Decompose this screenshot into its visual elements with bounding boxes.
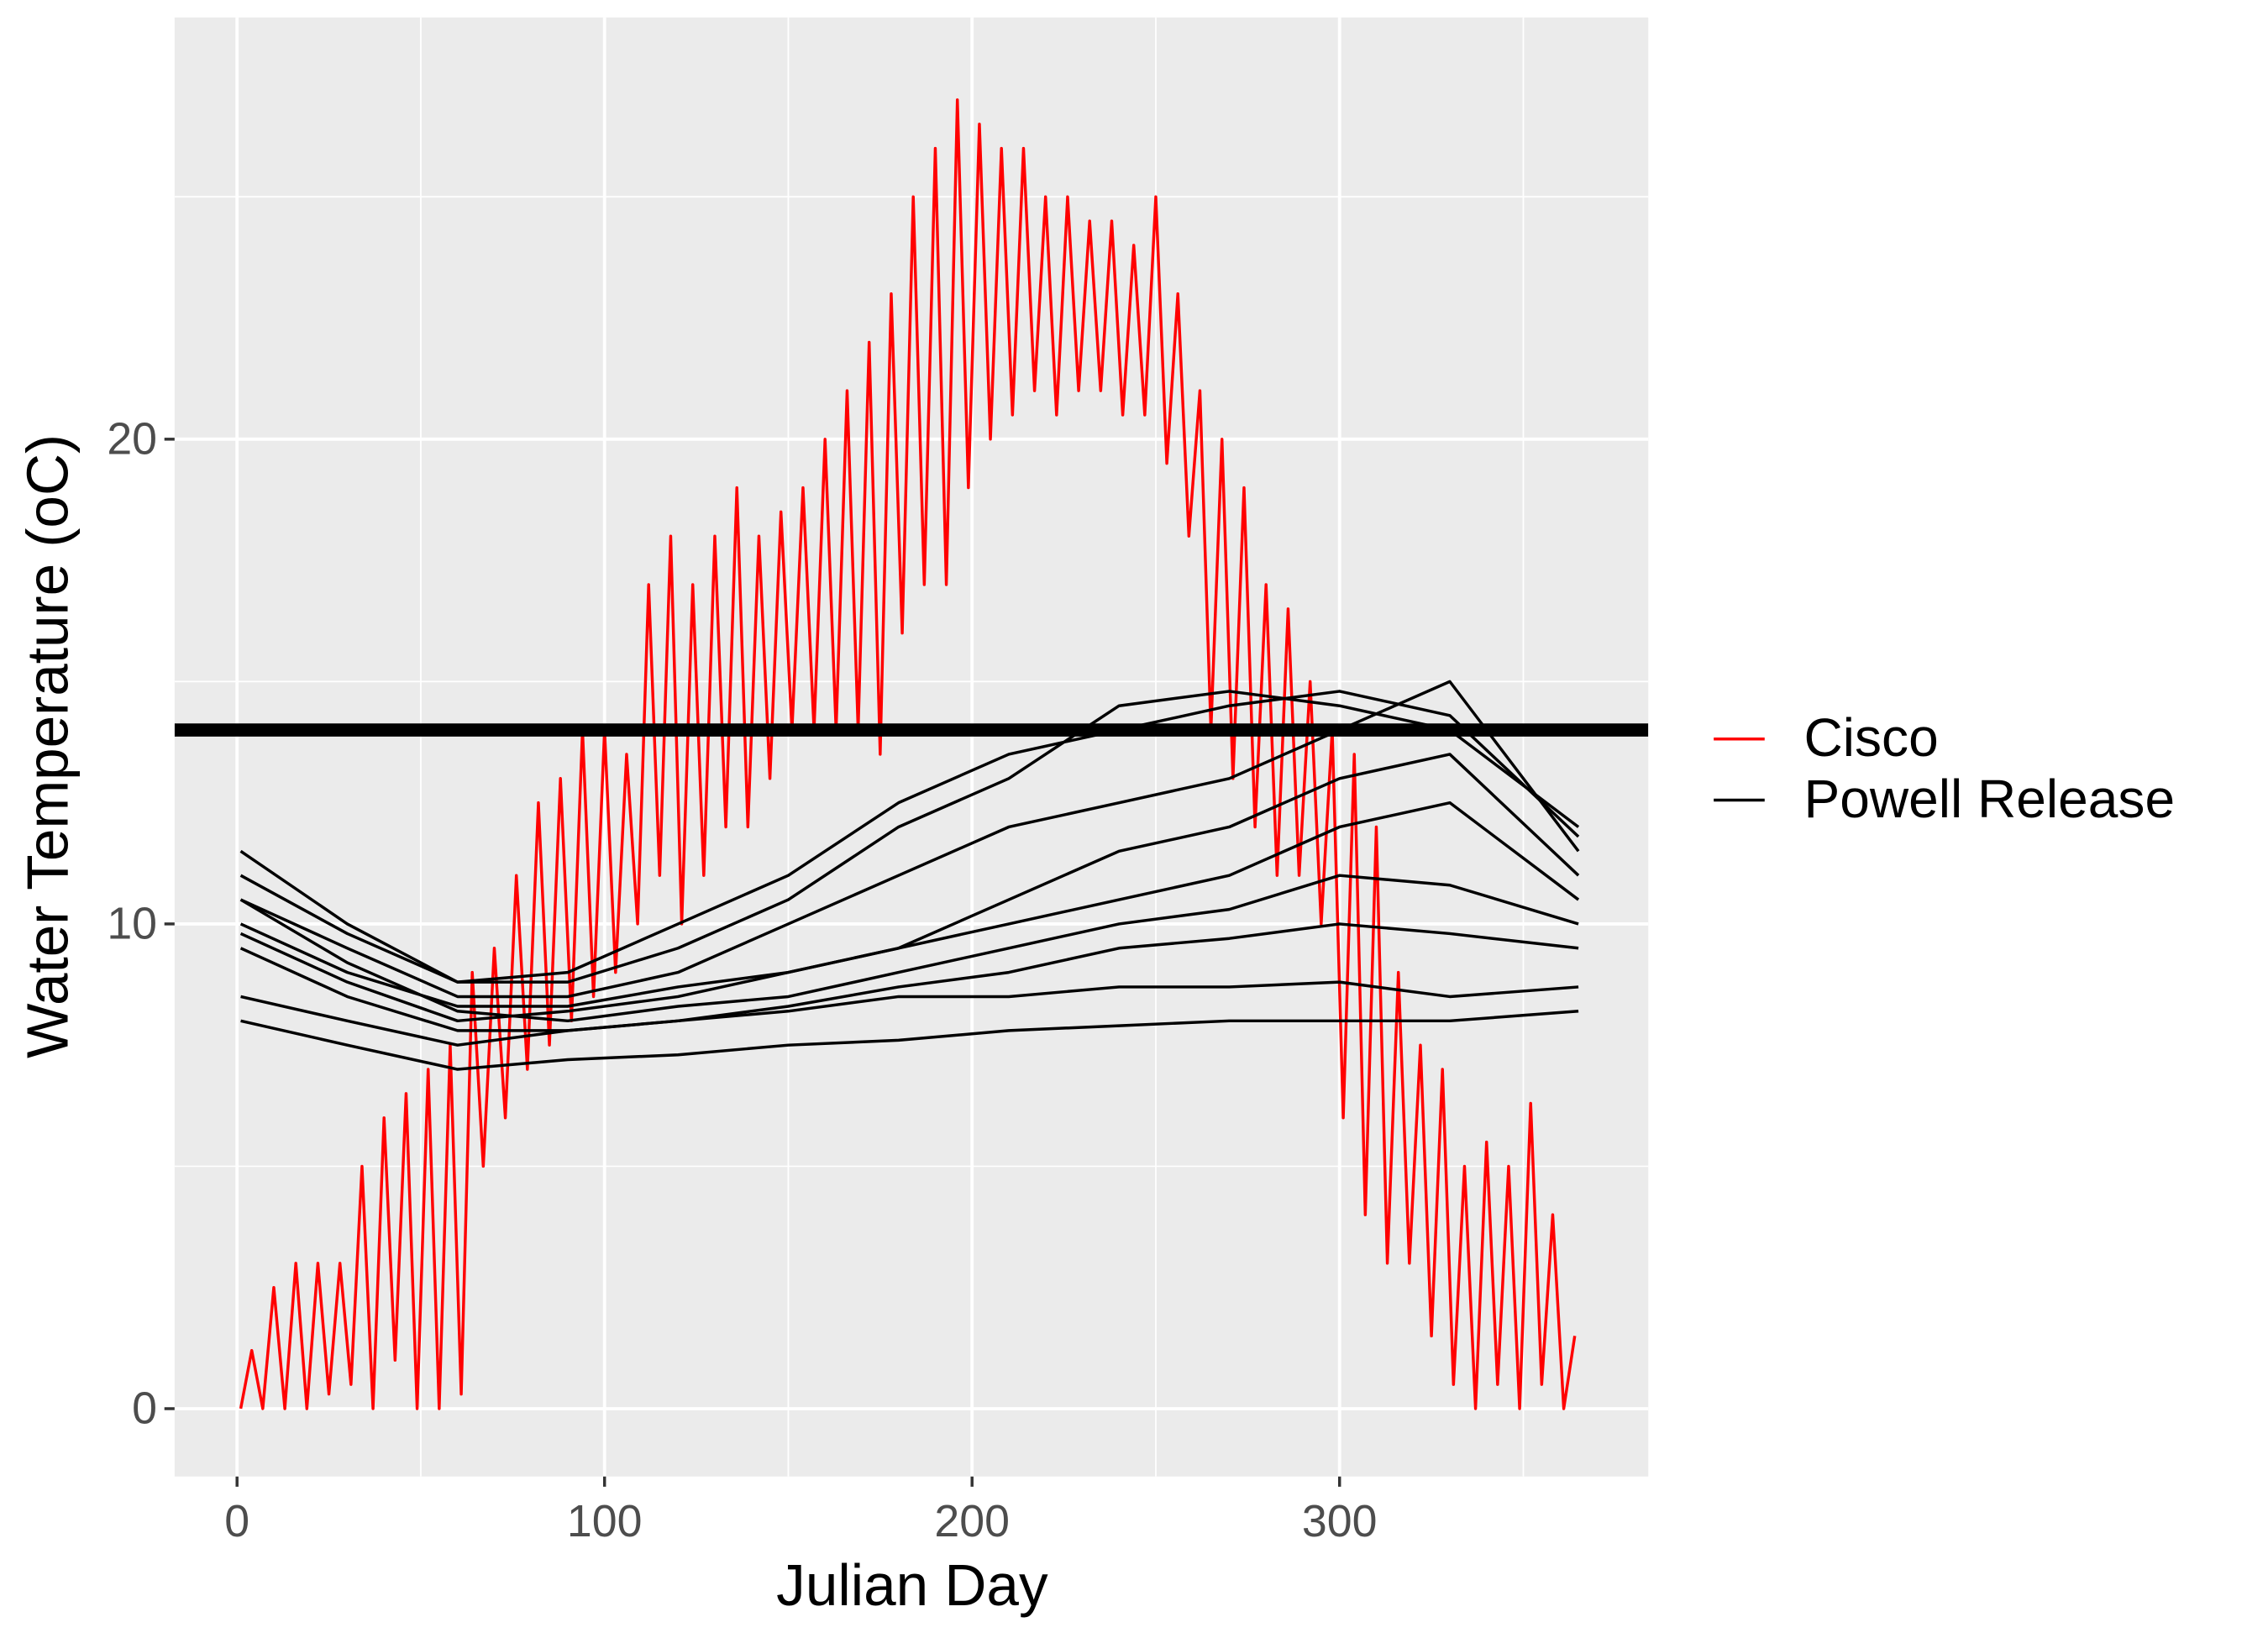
plot-area — [174, 98, 1649, 1410]
y-tick-label: 20 — [107, 413, 157, 464]
series-line — [239, 801, 1580, 1023]
series-line — [240, 980, 1579, 1047]
y-tick-label: 0 — [132, 1383, 157, 1434]
series-line — [239, 922, 1579, 1032]
x-tick-label: 200 — [934, 1496, 1010, 1546]
series-line — [239, 98, 1577, 1410]
series-line — [240, 1010, 1579, 1071]
y-axis-title: Water Temperature (oC) — [15, 434, 81, 1058]
axes: 0 100 200 300 0 10 20 — [107, 413, 1377, 1546]
y-tick-label: 10 — [107, 899, 157, 949]
legend-label: Cisco — [1804, 707, 1939, 768]
series-line — [239, 690, 1580, 984]
x-tick-label: 100 — [567, 1496, 643, 1546]
x-tick-label: 0 — [224, 1496, 249, 1546]
series-line — [239, 874, 1579, 1023]
x-tick-label: 300 — [1302, 1496, 1378, 1546]
grid — [174, 17, 1649, 1477]
x-axis-title: Julian Day — [776, 1552, 1048, 1618]
legend-label: Powell Release — [1804, 769, 2176, 829]
